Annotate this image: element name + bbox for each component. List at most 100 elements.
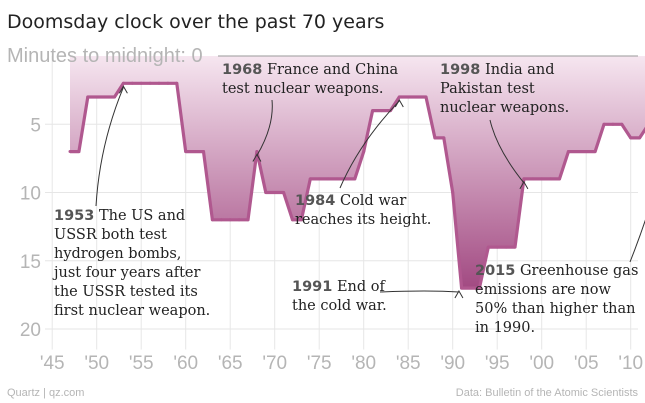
x-tick-1995: '95: [485, 353, 510, 374]
arrowhead-1998: [519, 180, 529, 190]
point-1977: [335, 177, 339, 181]
point-1949: [86, 95, 90, 99]
point-2011: [638, 136, 642, 140]
point-1967: [246, 218, 250, 222]
point-1954: [130, 81, 134, 85]
annotation-1953-year: 1953: [54, 208, 94, 224]
point-1975: [317, 177, 321, 181]
annotation-1968: 1968 France and China test nuclear weapo…: [222, 62, 403, 97]
annotation-1998-year: 1998: [440, 62, 480, 78]
arrow-1998: [489, 119, 525, 184]
point-1986: [415, 95, 419, 99]
point-1998: [522, 177, 526, 181]
point-2004: [575, 150, 579, 154]
point-1957: [157, 81, 161, 85]
x-tick-1975: '75: [307, 353, 332, 374]
point-1982: [380, 109, 383, 113]
point-1971: [282, 191, 286, 194]
point-1973: [299, 218, 303, 222]
point-1987: [424, 95, 428, 99]
point-1956: [148, 81, 152, 85]
point-1959: [175, 81, 179, 85]
y-axis-label: Minutes to midnight: 0: [7, 45, 203, 67]
arrow-1991: [379, 290, 459, 293]
point-2002: [558, 177, 561, 181]
point-1972: [291, 218, 294, 222]
annotation-1984-year: 1984: [295, 193, 335, 209]
point-2009: [620, 122, 624, 126]
point-2001: [549, 177, 553, 181]
point-1961: [193, 150, 197, 154]
point-1993: [477, 286, 481, 290]
point-1974: [308, 177, 312, 181]
x-tick-1985: '85: [396, 353, 421, 374]
point-1951: [104, 95, 108, 99]
point-1965: [228, 218, 232, 222]
point-1955: [139, 81, 143, 85]
point-1995: [495, 245, 499, 249]
point-1964: [219, 218, 223, 222]
x-tick-1980: '80: [351, 353, 376, 374]
annotation-2015: 2015 Greenhouse gas emissions are now 50…: [475, 263, 643, 336]
point-2007: [602, 122, 606, 126]
chart-title: Doomsday clock over the past 70 years: [7, 11, 384, 33]
y-tick-10: 10: [20, 184, 41, 205]
point-2008: [611, 122, 615, 126]
annotation-1998: 1998 India and Pakistan test nuclear wea…: [440, 62, 569, 116]
x-tick-2010: '10: [618, 353, 643, 374]
point-1999: [531, 177, 535, 181]
area-fill: [70, 56, 645, 289]
annotation-1953: 1953 The US and USSR both test hydrogen …: [52, 208, 210, 319]
point-1996: [504, 245, 508, 249]
x-tick-1960: '60: [173, 353, 198, 374]
point-1947: [68, 150, 72, 154]
arrow-1968: [256, 99, 273, 156]
point-2010: [629, 136, 633, 140]
annotation-1991-year: 1991: [292, 279, 332, 295]
point-1958: [166, 81, 170, 85]
point-1980: [362, 150, 366, 154]
x-tick-1970: '70: [262, 353, 287, 374]
point-1952: [113, 95, 116, 99]
point-1963: [210, 218, 214, 222]
x-tick-1965: '65: [218, 353, 243, 374]
data-points: [68, 81, 642, 290]
point-1989: [442, 136, 446, 140]
point-1988: [433, 136, 437, 140]
point-1950: [95, 95, 99, 99]
point-1969: [264, 191, 268, 194]
x-tick-labels: '45 '50 '55 '60 '65 '70 '75 '80 '85 '90 '95 '00 '05 '…: [40, 353, 643, 374]
arrowhead-1968: [252, 153, 262, 162]
point-1962: [202, 150, 205, 154]
point-1981: [371, 109, 375, 113]
annotation-1984: 1984 Cold war reaches its height.: [295, 193, 431, 228]
arrowhead-1991: [454, 290, 464, 299]
y-tick-labels: 5 10 15 20: [20, 115, 41, 341]
arrow-1953: [95, 87, 124, 207]
arrow-2015: [629, 219, 645, 263]
arrowhead-1984: [394, 98, 404, 108]
point-1991: [460, 286, 464, 290]
y-tick-20: 20: [20, 320, 41, 341]
arrowhead-1953: [118, 85, 128, 94]
point-1990: [451, 191, 455, 194]
point-1970: [273, 191, 277, 194]
footer-source-right: Data: Bulletin of the Atomic Scientists: [456, 387, 639, 399]
point-1960: [184, 150, 188, 154]
annotation-1968-year: 1968: [222, 62, 262, 78]
point-1984: [397, 95, 401, 99]
point-1979: [353, 177, 357, 181]
point-1948: [77, 150, 81, 154]
x-tick-2000: '00: [529, 353, 554, 374]
annotation-2015-year: 2015: [475, 263, 515, 279]
x-tick-1950: '50: [84, 353, 109, 374]
point-2005: [584, 150, 588, 154]
x-tick-1945: '45: [40, 353, 65, 374]
y-tick-15: 15: [20, 252, 41, 273]
point-2003: [566, 150, 570, 154]
arrow-1984: [339, 100, 400, 189]
x-tick-1955: '55: [129, 353, 154, 374]
point-1992: [469, 286, 472, 290]
point-2006: [593, 150, 597, 154]
